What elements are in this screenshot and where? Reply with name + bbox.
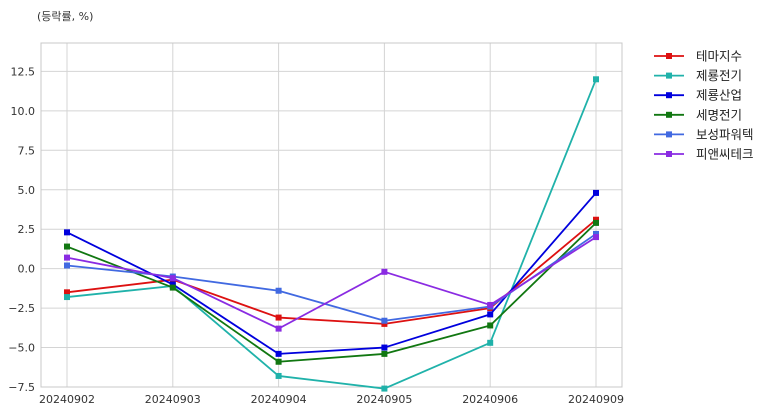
legend-item: 피앤씨테크 [654, 147, 754, 162]
data-point [275, 358, 282, 365]
legend-marker [666, 92, 672, 99]
x-tick-label: 20240903 [145, 393, 201, 406]
y-tick-label: 12.5 [11, 65, 36, 78]
data-point [64, 262, 70, 269]
legend-item: 보성파워텍 [654, 127, 754, 142]
legend-marker [666, 131, 672, 138]
data-point [381, 317, 388, 324]
data-point [275, 372, 282, 379]
y-tick-label: 0.0 [18, 263, 36, 276]
data-point [64, 229, 70, 236]
legend-label: 보성파워텍 [696, 127, 754, 142]
y-tick-label: −7.5 [8, 381, 35, 394]
x-tick-label: 20240904 [251, 393, 307, 406]
legend-label: 제룡전기 [696, 68, 742, 83]
legend-label: 피앤씨테크 [696, 147, 754, 162]
series-3 [64, 219, 599, 365]
y-tick-label: 10.0 [11, 105, 36, 118]
data-point [381, 344, 388, 351]
data-point [593, 76, 599, 83]
series-line [66, 222, 597, 363]
data-point [275, 350, 282, 357]
x-tick-label: 20240906 [462, 393, 518, 406]
data-point [593, 219, 599, 226]
x-tick-label: 20240902 [39, 393, 95, 406]
y-tick-label: 2.5 [18, 223, 36, 236]
data-point [487, 322, 494, 329]
x-tick-label: 20240905 [356, 393, 412, 406]
series-line [66, 78, 597, 390]
series-1 [64, 76, 599, 392]
legend-label: 세명전기 [696, 107, 742, 122]
legend-marker [666, 151, 672, 157]
legend-marker [666, 111, 672, 118]
series-5 [64, 234, 599, 332]
data-point [487, 311, 494, 318]
legend-item: 제룡산업 [654, 88, 742, 103]
grid-lines [41, 43, 622, 388]
data-point [593, 189, 599, 196]
data-point [64, 243, 70, 250]
data-point [64, 289, 70, 296]
data-point [381, 385, 388, 392]
y-tick-label: −5.0 [8, 342, 35, 355]
legend-label: 제룡산업 [696, 88, 742, 103]
data-point [64, 254, 70, 261]
y-tick-label: −2.5 [8, 302, 35, 315]
data-point [381, 350, 388, 357]
data-point [381, 268, 388, 275]
data-point [487, 339, 494, 346]
data-point [487, 301, 494, 308]
legend-item: 제룡전기 [654, 68, 742, 83]
data-point [64, 294, 70, 301]
axes: −7.5 −5.0 −2.5 0.0 2.5 5.0 7.5 10.0 12.5 20240902… [8, 42, 624, 406]
data-point [381, 320, 388, 327]
y-tick-label: 7.5 [18, 144, 36, 157]
x-tick-label: 20240909 [568, 393, 624, 406]
series-line [66, 236, 597, 330]
data-point [169, 284, 176, 291]
y-tick-label: 5.0 [18, 184, 36, 197]
data-point [593, 230, 599, 237]
legend-item: 테마지수 [654, 49, 742, 64]
legend-marker [666, 72, 672, 79]
series-layer [64, 76, 599, 392]
legend-marker [666, 53, 672, 59]
legend-label: 테마지수 [696, 49, 742, 64]
legend-item: 세명전기 [654, 107, 742, 122]
data-point [593, 234, 599, 241]
data-point [593, 216, 599, 223]
data-point [275, 325, 282, 332]
data-point [169, 275, 176, 282]
data-point [275, 287, 282, 294]
data-point [169, 281, 176, 288]
unit-label: (등락률, %) [37, 10, 93, 23]
data-point [275, 314, 282, 321]
plot-frame [40, 42, 623, 388]
